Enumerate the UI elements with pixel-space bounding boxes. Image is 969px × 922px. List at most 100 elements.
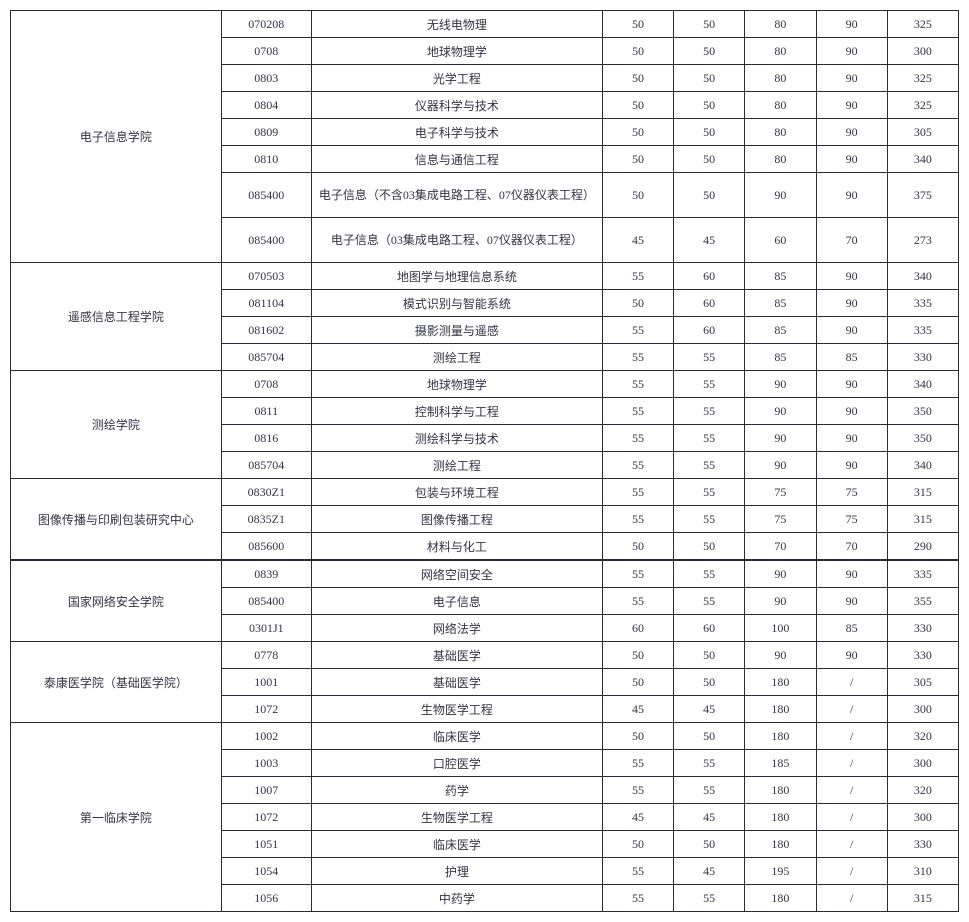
cell-major: 电子信息（03集成电路工程、07仪器仪表工程） bbox=[311, 218, 602, 263]
cell-major: 临床医学 bbox=[311, 723, 602, 750]
cell-major: 包装与环境工程 bbox=[311, 479, 602, 506]
cell-code: 1001 bbox=[221, 669, 311, 696]
cell-score4: 90 bbox=[816, 290, 887, 317]
cell-score1: 50 bbox=[602, 290, 673, 317]
cell-score4: 85 bbox=[816, 344, 887, 371]
cell-score4: 90 bbox=[816, 452, 887, 479]
cell-score4: 90 bbox=[816, 38, 887, 65]
cell-total: 290 bbox=[887, 533, 958, 561]
cell-score4: / bbox=[816, 696, 887, 723]
cell-total: 335 bbox=[887, 317, 958, 344]
cell-major: 生物医学工程 bbox=[311, 804, 602, 831]
cell-score3: 180 bbox=[745, 723, 816, 750]
cell-score3: 80 bbox=[745, 65, 816, 92]
cell-score3: 195 bbox=[745, 858, 816, 885]
cell-score2: 50 bbox=[674, 38, 745, 65]
cell-total: 340 bbox=[887, 371, 958, 398]
cell-code: 085704 bbox=[221, 452, 311, 479]
cell-code: 1002 bbox=[221, 723, 311, 750]
cell-code: 070208 bbox=[221, 11, 311, 38]
cell-major: 电子信息（不含03集成电路工程、07仪器仪表工程） bbox=[311, 173, 602, 218]
cell-school: 国家网络安全学院 bbox=[11, 560, 222, 642]
cell-major: 药学 bbox=[311, 777, 602, 804]
cell-score2: 55 bbox=[674, 479, 745, 506]
cell-score2: 55 bbox=[674, 371, 745, 398]
cell-score4: 75 bbox=[816, 506, 887, 533]
cell-score1: 50 bbox=[602, 11, 673, 38]
cell-score2: 55 bbox=[674, 452, 745, 479]
cell-score3: 90 bbox=[745, 425, 816, 452]
cell-score2: 50 bbox=[674, 65, 745, 92]
cell-score2: 55 bbox=[674, 344, 745, 371]
cell-score3: 85 bbox=[745, 290, 816, 317]
cell-score2: 50 bbox=[674, 146, 745, 173]
cell-major: 测绘科学与技术 bbox=[311, 425, 602, 452]
cell-code: 0809 bbox=[221, 119, 311, 146]
cell-score2: 55 bbox=[674, 777, 745, 804]
cell-total: 300 bbox=[887, 38, 958, 65]
cell-score4: 90 bbox=[816, 588, 887, 615]
cell-major: 测绘工程 bbox=[311, 452, 602, 479]
cell-score3: 80 bbox=[745, 11, 816, 38]
cell-score2: 50 bbox=[674, 533, 745, 561]
cell-major: 网络空间安全 bbox=[311, 560, 602, 588]
table-row: 泰康医学院（基础医学院）0778基础医学50509090330 bbox=[11, 642, 959, 669]
cell-total: 325 bbox=[887, 65, 958, 92]
cell-score4: / bbox=[816, 885, 887, 912]
cell-score1: 55 bbox=[602, 398, 673, 425]
cell-school: 电子信息学院 bbox=[11, 11, 222, 263]
cell-score1: 55 bbox=[602, 560, 673, 588]
cell-score1: 55 bbox=[602, 750, 673, 777]
cell-major: 基础医学 bbox=[311, 669, 602, 696]
cell-score3: 85 bbox=[745, 317, 816, 344]
cell-score2: 45 bbox=[674, 804, 745, 831]
cell-major: 图像传播工程 bbox=[311, 506, 602, 533]
cell-score4: 85 bbox=[816, 615, 887, 642]
cell-total: 340 bbox=[887, 146, 958, 173]
cell-score3: 90 bbox=[745, 588, 816, 615]
cell-score3: 90 bbox=[745, 371, 816, 398]
cell-score1: 55 bbox=[602, 344, 673, 371]
table-row: 遥感信息工程学院070503地图学与地理信息系统55608590340 bbox=[11, 263, 959, 290]
table-row: 测绘学院0708地球物理学55559090340 bbox=[11, 371, 959, 398]
cell-major: 光学工程 bbox=[311, 65, 602, 92]
cell-score4: 90 bbox=[816, 317, 887, 344]
cell-total: 315 bbox=[887, 885, 958, 912]
cell-score3: 90 bbox=[745, 452, 816, 479]
cell-code: 1054 bbox=[221, 858, 311, 885]
cell-major: 电子科学与技术 bbox=[311, 119, 602, 146]
cell-major: 材料与化工 bbox=[311, 533, 602, 561]
cell-score2: 55 bbox=[674, 425, 745, 452]
cell-score1: 50 bbox=[602, 831, 673, 858]
cell-score2: 50 bbox=[674, 723, 745, 750]
cell-score1: 55 bbox=[602, 425, 673, 452]
cell-total: 335 bbox=[887, 560, 958, 588]
cell-total: 330 bbox=[887, 642, 958, 669]
cell-score2: 45 bbox=[674, 696, 745, 723]
cell-score2: 60 bbox=[674, 263, 745, 290]
cell-score4: / bbox=[816, 858, 887, 885]
cell-school: 泰康医学院（基础医学院） bbox=[11, 642, 222, 723]
cell-code: 085400 bbox=[221, 173, 311, 218]
table-row: 电子信息学院070208无线电物理50508090325 bbox=[11, 11, 959, 38]
cell-major: 测绘工程 bbox=[311, 344, 602, 371]
cell-score2: 60 bbox=[674, 317, 745, 344]
cell-school: 测绘学院 bbox=[11, 371, 222, 479]
cell-score4: 90 bbox=[816, 398, 887, 425]
cell-score1: 60 bbox=[602, 615, 673, 642]
cell-score2: 55 bbox=[674, 560, 745, 588]
cell-score4: 70 bbox=[816, 218, 887, 263]
cell-score2: 50 bbox=[674, 119, 745, 146]
cell-score2: 50 bbox=[674, 669, 745, 696]
cell-score3: 60 bbox=[745, 218, 816, 263]
cell-score1: 55 bbox=[602, 317, 673, 344]
cell-score1: 55 bbox=[602, 371, 673, 398]
cell-score2: 55 bbox=[674, 398, 745, 425]
cell-code: 085704 bbox=[221, 344, 311, 371]
cell-score4: / bbox=[816, 669, 887, 696]
cell-score4: / bbox=[816, 804, 887, 831]
cell-score1: 50 bbox=[602, 173, 673, 218]
cell-school: 遥感信息工程学院 bbox=[11, 263, 222, 371]
cell-code: 1051 bbox=[221, 831, 311, 858]
cell-code: 0301J1 bbox=[221, 615, 311, 642]
